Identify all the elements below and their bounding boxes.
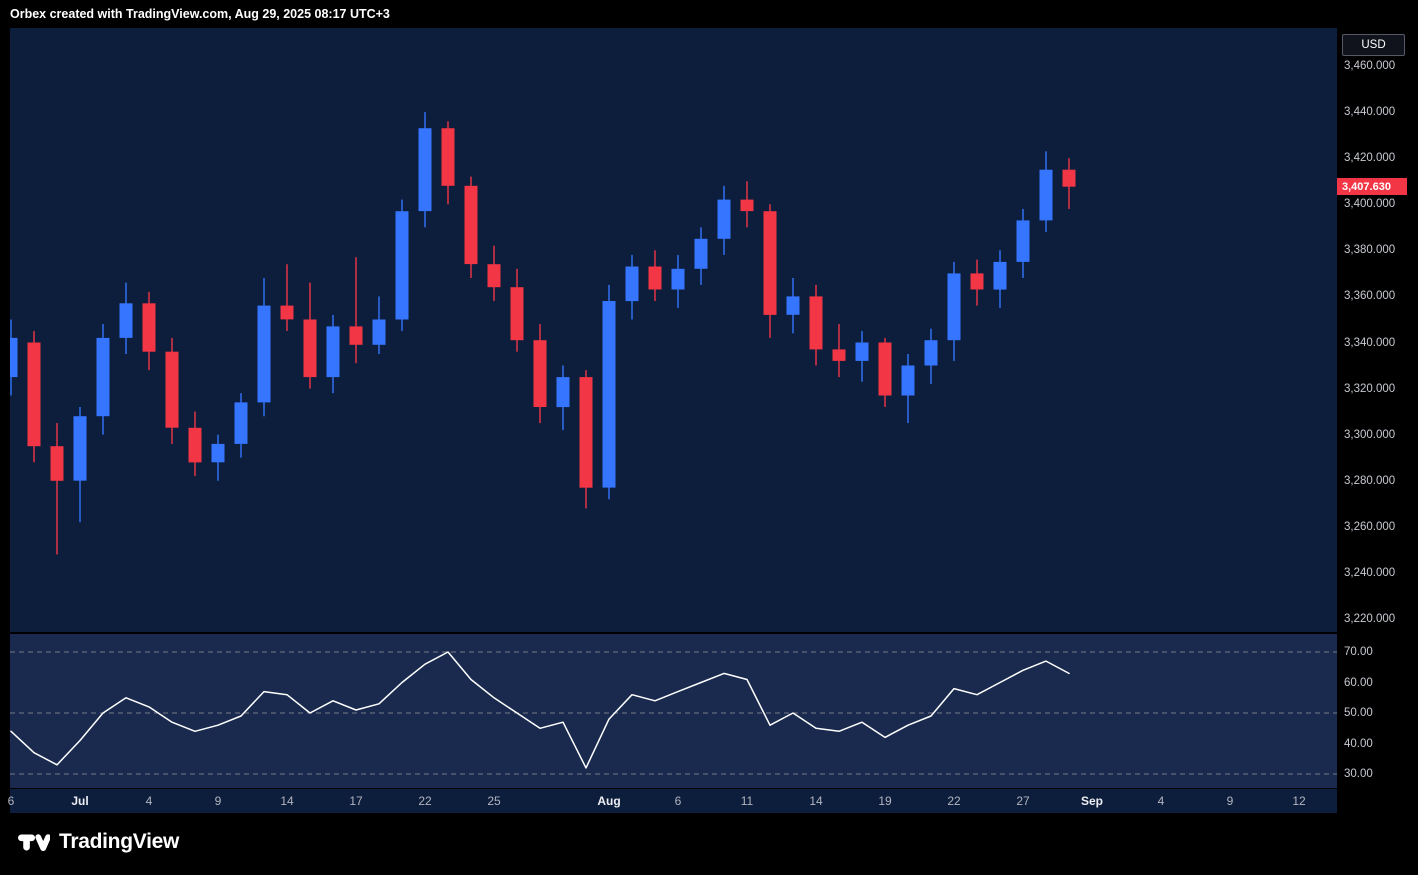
time-axis-day-label: 27 bbox=[1016, 794, 1030, 808]
price-axis-label: 3,360.000 bbox=[1344, 290, 1396, 303]
candle-body bbox=[602, 301, 616, 488]
price-axis-label: 3,280.000 bbox=[1344, 474, 1396, 487]
candle-body bbox=[1016, 220, 1030, 262]
time-axis-day-label: 6 bbox=[674, 794, 682, 808]
candle-body bbox=[257, 305, 271, 403]
time-axis-month-label: Aug bbox=[597, 794, 621, 808]
candle-body bbox=[1039, 169, 1053, 221]
candle-body bbox=[579, 377, 593, 488]
time-axis-day-label: 9 bbox=[1226, 794, 1234, 808]
rsi-axis-label: 70.00 bbox=[1344, 646, 1373, 658]
rsi-pane[interactable] bbox=[10, 634, 1337, 788]
candle-body bbox=[878, 342, 892, 396]
tradingview-logo-icon bbox=[18, 833, 50, 852]
candle-body bbox=[625, 266, 639, 302]
currency-selector-button[interactable]: USD bbox=[1342, 34, 1405, 56]
candle-body bbox=[694, 238, 708, 269]
candlestick-svg bbox=[10, 112, 1076, 555]
time-axis-month-label: Sep bbox=[1080, 794, 1104, 808]
candle-body bbox=[855, 342, 869, 361]
time-axis-day-label: 25 bbox=[487, 794, 501, 808]
time-axis-day-label: 17 bbox=[349, 794, 363, 808]
time-axis-day-label: 11 bbox=[740, 794, 754, 808]
candle-body bbox=[441, 128, 455, 186]
price-axis-label: 3,460.000 bbox=[1344, 60, 1396, 72]
time-axis-day-label: 14 bbox=[809, 794, 823, 808]
price-axis-label: 3,220.000 bbox=[1344, 613, 1396, 625]
candle-body bbox=[970, 273, 984, 290]
candle-body bbox=[188, 427, 202, 463]
footer-bar: TradingView bbox=[0, 813, 1418, 875]
price-axis-label: 3,380.000 bbox=[1344, 244, 1396, 257]
candle-body bbox=[556, 377, 570, 408]
price-axis-label: 3,420.000 bbox=[1344, 152, 1396, 165]
candle-body bbox=[809, 296, 823, 350]
time-axis-day-label: 14 bbox=[280, 794, 294, 808]
candle-body bbox=[510, 287, 524, 341]
tradingview-wordmark: TradingView bbox=[59, 830, 180, 853]
candle-body bbox=[533, 340, 547, 407]
price-axis[interactable]: USD 3,407.630 3,460.000 3,440.000 3,420.00… bbox=[1337, 28, 1418, 813]
candle-body bbox=[326, 326, 340, 378]
candle-body bbox=[717, 199, 731, 239]
candle-body bbox=[1062, 169, 1076, 187]
time-axis-day-label: 9 bbox=[214, 794, 222, 808]
price-axis-label: 3,240.000 bbox=[1344, 566, 1396, 579]
candle-body bbox=[165, 351, 179, 428]
candle-body bbox=[487, 264, 501, 288]
tradingview-brand-link[interactable]: TradingView bbox=[18, 830, 179, 854]
candle-body bbox=[763, 211, 777, 315]
time-axis-day-label: 12 bbox=[1292, 794, 1306, 808]
candle-body bbox=[648, 266, 662, 290]
candle-body bbox=[234, 402, 248, 444]
candle-body bbox=[418, 128, 432, 212]
price-axis-label: 3,260.000 bbox=[1344, 520, 1396, 533]
rsi-axis-label: 40.00 bbox=[1344, 737, 1373, 750]
candle-body bbox=[832, 349, 846, 361]
price-axis-label: 3,400.000 bbox=[1344, 198, 1396, 211]
candle-body bbox=[372, 319, 386, 345]
candle-body bbox=[303, 319, 317, 378]
candle-body bbox=[395, 211, 409, 320]
candle-body bbox=[96, 337, 110, 417]
candle-body bbox=[464, 185, 478, 265]
candle-body bbox=[50, 446, 64, 481]
price-axis-label: 3,340.000 bbox=[1344, 336, 1396, 349]
chart-attribution-title: Orbex created with TradingView.com, Aug … bbox=[0, 0, 1418, 28]
candle-body bbox=[27, 342, 41, 447]
candle-body bbox=[280, 305, 294, 320]
rsi-axis-label: 60.00 bbox=[1344, 676, 1373, 689]
time-axis-month-label: Jul bbox=[71, 794, 89, 808]
candle-body bbox=[349, 326, 363, 345]
candle-body bbox=[119, 303, 133, 338]
rsi-line bbox=[10, 651, 1070, 769]
time-axis-day-label: 19 bbox=[878, 794, 892, 808]
time-axis-day-label: 4 bbox=[1157, 794, 1165, 808]
candle-body bbox=[947, 273, 961, 341]
price-axis-label: 3,440.000 bbox=[1344, 106, 1396, 119]
candle-body bbox=[740, 199, 754, 212]
candle-body bbox=[142, 303, 156, 352]
price-axis-label: 3,300.000 bbox=[1344, 428, 1396, 441]
candle-body bbox=[671, 268, 685, 290]
candle-body bbox=[993, 261, 1007, 290]
candle-body bbox=[10, 337, 18, 378]
price-axis-label: 3,320.000 bbox=[1344, 382, 1396, 395]
time-axis-day-label: 22 bbox=[947, 794, 961, 808]
last-price-tag: 3,407.630 bbox=[1337, 178, 1407, 196]
candle-body bbox=[901, 365, 915, 396]
rsi-axis-label: 50.00 bbox=[1344, 707, 1373, 719]
time-axis[interactable]: 6 Jul 4 9 14 17 22 25 Aug 6 11 14 19 22 27 Sep 4 9 12 bbox=[7, 789, 1337, 813]
time-axis-day-label: 22 bbox=[418, 794, 432, 808]
main-chart-pane[interactable] bbox=[10, 28, 1337, 632]
time-axis-day-label: 6 bbox=[7, 794, 15, 808]
candle-body bbox=[924, 340, 938, 366]
candle-body bbox=[211, 443, 225, 463]
rsi-axis-label: 30.00 bbox=[1344, 768, 1373, 780]
candle-body bbox=[73, 416, 87, 481]
rsi-svg bbox=[10, 651, 1337, 775]
time-axis-day-label: 4 bbox=[145, 794, 153, 808]
candle-body bbox=[786, 296, 800, 315]
